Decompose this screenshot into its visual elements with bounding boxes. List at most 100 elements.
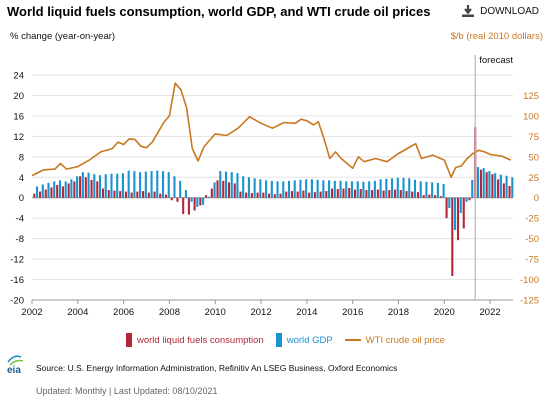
consumption-bar [205,195,208,198]
gdp-bar [316,179,319,198]
consumption-bar [302,190,305,198]
consumption-bar [56,184,59,198]
svg-text:eia: eia [7,365,21,375]
legend-item-consumption[interactable]: world liquid fuels consumption [126,333,264,347]
consumption-bar [456,197,460,241]
gdp-bar [276,181,279,198]
consumption-bar [96,181,99,198]
gdp-bar [459,197,462,214]
gdp-bar [362,181,365,198]
gdp-bar [242,176,245,198]
gdp-bar [219,171,222,198]
gdp-bar [116,173,119,198]
consumption-bar [405,191,408,198]
gdp-bar [98,175,102,198]
consumption-bar [445,197,448,219]
legend-label-wti: WTI crude oil price [365,334,445,346]
gdp-bar [499,174,502,198]
left-tick-label: 16 [13,111,24,122]
x-tick-label: 2008 [159,307,180,318]
gdp-bar [431,182,434,198]
gdp-bar [368,181,371,198]
gdp-bar [213,182,216,198]
consumption-bar [256,192,259,198]
consumption-bar [348,188,351,198]
consumption-bar [159,193,162,198]
consumption-bar [50,187,53,198]
gdp-bar [402,177,405,198]
gdp-bar [64,181,67,198]
right-tick-label: -25 [525,214,539,225]
consumption-bar [479,169,482,198]
x-tick-label: 2014 [296,307,317,318]
wti-line [31,82,512,179]
consumption-bar [164,194,168,198]
gdp-bar [139,172,142,198]
x-tick-label: 2016 [342,307,363,318]
consumption-bar [428,194,431,198]
consumption-bar [388,190,391,198]
legend-item-wti[interactable]: WTI crude oil price [344,334,445,346]
gdp-bar [505,175,508,198]
gdp-bar [408,178,411,198]
left-tick-label: -4 [16,214,24,225]
gdp-bar [293,180,296,198]
x-tick-label: 2010 [205,307,226,318]
gdp-bar [436,182,439,198]
chart-title: World liquid fuels consumption, world GD… [7,4,431,19]
gdp-bar [448,197,451,208]
consumption-bar [142,191,145,198]
gdp-bar [488,171,491,198]
right-tick-label: -50 [525,234,539,245]
x-tick-label: 2020 [434,307,455,318]
consumption-bar [84,177,87,198]
gdp-bar [350,181,354,198]
gdp-bar [471,179,474,198]
gdp-bar [47,182,50,198]
gdp-bar [87,172,90,198]
consumption-bar [61,186,64,198]
gdp-bar [110,173,113,198]
consumption-bar [290,191,294,198]
gdp-bar [287,180,291,198]
gdp-bar [396,177,399,198]
gdp-bar [81,172,84,198]
gdp-bar [328,180,331,198]
left-tick-label: -16 [10,275,24,286]
consumption-bar [508,185,511,198]
source-text: Source: U.S. Energy Information Administ… [36,363,398,373]
gdp-bar [230,172,233,198]
consumption-bar [273,194,276,198]
gdp-bar [419,181,422,198]
consumption-bar [170,197,173,201]
consumption-bar [399,190,402,198]
consumption-bar [182,197,185,215]
consumption-bar [382,190,385,198]
consumption-bar [33,193,36,198]
right-tick-label: 0 [534,193,539,204]
right-tick-label: -75 [525,255,539,266]
gdp-bar [253,178,256,198]
legend-item-gdp[interactable]: world GDP [275,333,333,347]
left-axis-label: % change (year-on-year) [10,31,116,42]
gdp-bar [196,197,199,207]
consumption-bar [136,191,139,198]
gdp-bar [282,181,285,198]
consumption-bar [359,189,362,198]
legend-label-consumption: world liquid fuels consumption [137,334,264,346]
consumption-bar [365,190,368,198]
x-tick-label: 2022 [480,307,501,318]
download-button[interactable]: DOWNLOAD [462,5,539,17]
gdp-bar [236,173,239,198]
consumption-bar [325,191,328,198]
gdp-bar [356,181,359,198]
consumption-bar [113,190,116,198]
consumption-bar [124,191,127,198]
consumption-bar [67,183,70,198]
legend-swatch-wti [344,339,361,341]
left-tick-label: 4 [19,173,24,184]
gdp-bar [442,183,445,198]
gdp-bar [35,186,39,198]
consumption-bar [130,192,133,198]
